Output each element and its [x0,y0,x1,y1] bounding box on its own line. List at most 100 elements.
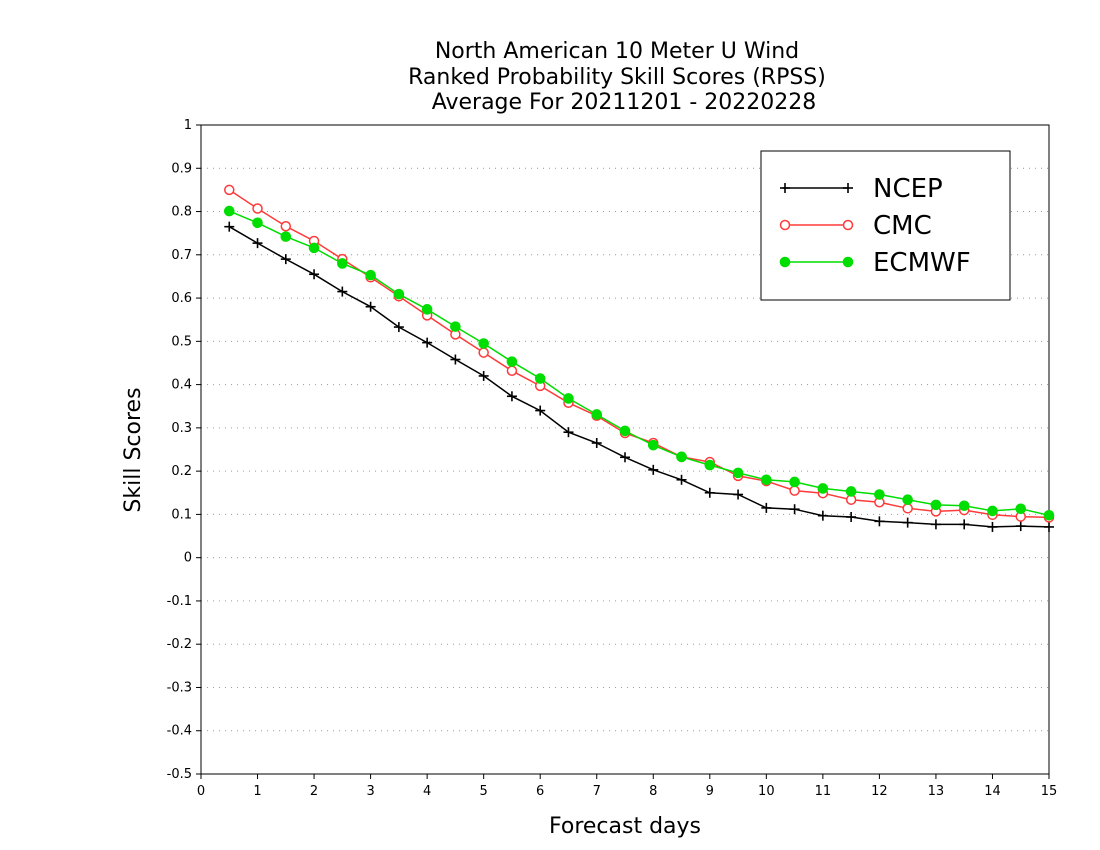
y-tick-label: 1 [184,118,192,133]
data-point-cmc [224,184,235,196]
data-point-ncep [365,301,376,312]
x-tick-label: 12 [871,784,888,799]
x-tick-label: 14 [984,784,1001,799]
x-tick-label: 3 [366,784,374,799]
data-point-ncep [535,405,546,416]
y-tick-label: 0.5 [171,334,192,349]
data-point-ecmwf [704,459,716,471]
legend-label-cmc: CMC [873,211,932,241]
y-tick-label: 0.4 [171,378,192,393]
data-point-ecmwf [845,486,857,497]
y-tick-label: 0.6 [171,291,192,306]
data-point-ncep [252,238,263,249]
data-point-ncep [422,337,433,348]
plot-area-frame [200,124,1050,775]
data-point-ncep [1015,521,1026,532]
y-tick-label: 0 [184,551,192,566]
data-point-ecmwf [1015,503,1027,515]
data-point-ecmwf [337,258,348,269]
data-point-ncep [563,427,574,438]
series-ncep [224,221,1054,532]
x-tick-label: 1 [253,784,261,799]
y-tick-label: 0.8 [171,205,192,220]
data-series [223,184,1055,532]
x-tick-label: 5 [480,784,488,799]
data-point-ncep [902,517,913,528]
y-tick-label: -0.1 [167,594,192,609]
data-point-ecmwf [308,242,320,254]
data-point-ncep [987,521,998,532]
y-tick-label: -0.5 [167,767,192,782]
x-tick-label: 15 [1041,784,1058,799]
data-point-ncep [959,519,970,530]
legend-marker-ncep [780,183,790,193]
legend-marker-ecmwf [842,256,854,268]
data-point-ecmwf [874,489,885,500]
data-point-ecmwf [987,505,998,517]
x-tick-label: 0 [197,784,205,799]
legend-label-ncep: NCEP [873,174,943,204]
data-point-ncep [874,516,885,527]
y-tick-label: 0.9 [171,161,192,176]
y-tick-label: 0.7 [171,248,192,263]
data-point-ecmwf [958,500,970,512]
y-tick-label: 0.2 [171,464,192,479]
data-point-ecmwf [252,217,263,229]
data-point-ncep [704,487,715,498]
data-point-ecmwf [902,494,913,505]
title-line-1: North American 10 Meter U Wind [435,39,799,64]
data-point-ncep [676,474,687,485]
title-line-2: Ranked Probability Skill Scores (RPSS) [408,65,826,90]
data-point-ecmwf [647,439,659,451]
title-line-3: Average For 20211201 - 20220228 [432,90,817,115]
series-ecmwf [223,205,1055,521]
x-tick-label: 2 [310,784,318,799]
x-tick-label: 10 [758,784,775,799]
data-point-ecmwf [393,288,405,300]
x-tick-label: 8 [649,784,657,799]
data-point-ncep [309,269,320,280]
data-point-ncep [733,489,744,500]
data-point-ecmwf [280,231,292,242]
x-tick-label: 9 [706,784,714,799]
x-axis-ticks: 0 1 2 3 4 5 6 7 8 9 10 11 12 13 14 15 [197,774,1057,799]
data-point-ecmwf [619,425,631,437]
y-tick-label: -0.4 [167,724,192,739]
data-point-ecmwf [478,338,489,349]
data-point-ncep [450,354,461,365]
data-point-ncep [930,519,941,530]
y-tick-label: 0.3 [171,421,192,436]
data-point-cmc [506,365,518,377]
data-point-ncep [337,286,348,297]
legend-marker-cmc [842,219,854,231]
legend-entry-ncep: NCEP [780,174,943,204]
y-tick-label: 0.1 [171,507,192,522]
data-point-cmc [280,220,292,232]
x-tick-label: 6 [536,784,544,799]
data-point-ecmwf [223,205,235,217]
legend-entry-ecmwf: ECMWF [779,248,971,278]
data-point-ecmwf [817,483,829,494]
y-tick-label: -0.2 [167,637,192,652]
data-point-ncep [393,322,404,333]
data-point-ncep [761,502,772,513]
x-axis-label: Forecast days [549,814,701,839]
legend-marker-cmc [779,219,791,231]
data-point-ncep [648,464,659,475]
data-point-ecmwf [761,474,772,486]
data-point-ecmwf [732,467,744,479]
y-axis-label: Skill Scores [121,387,146,512]
data-point-ncep [620,452,630,463]
data-point-cmc [252,203,263,214]
chart-title: North American 10 Meter U Wind Ranked Pr… [408,39,826,115]
legend-label-ecmwf: ECMWF [873,248,971,278]
data-point-ecmwf [676,451,687,463]
data-point-ncep [817,510,828,521]
x-tick-label: 13 [928,784,945,799]
data-point-ecmwf [421,304,433,315]
legend-marker-ncep [843,183,853,193]
data-point-ncep [846,511,857,522]
y-axis-ticks: -0.5 -0.4 -0.3 -0.2 -0.1 0 0.1 0.2 0.3 0.4 0.5 0.6 0… [167,118,201,782]
data-point-ecmwf [365,269,376,281]
